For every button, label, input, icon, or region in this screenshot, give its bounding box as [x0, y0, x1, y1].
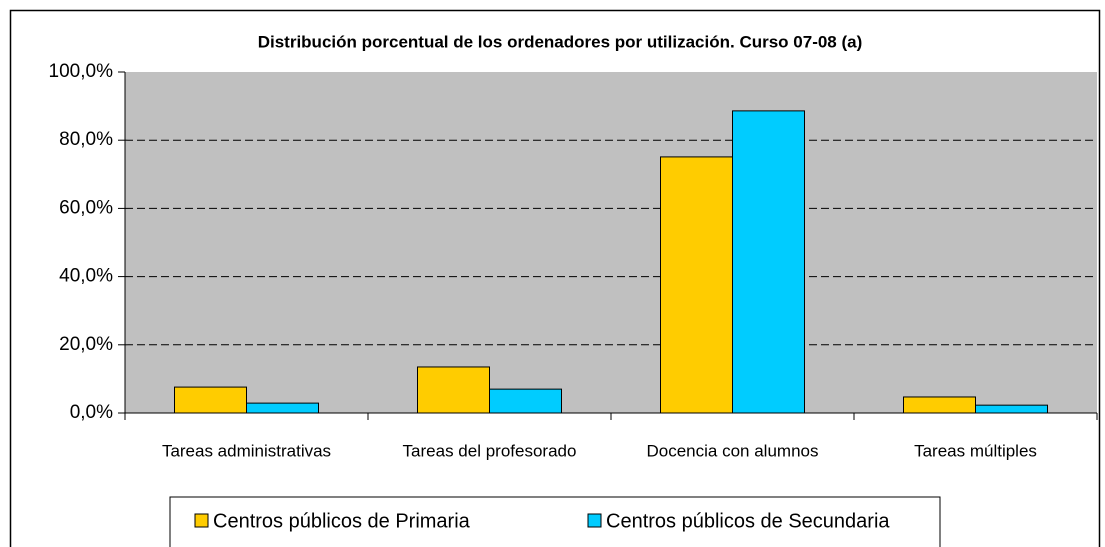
bar	[246, 402, 319, 414]
bar	[660, 156, 733, 414]
y-tick-label: 40,0%	[59, 266, 113, 287]
bar	[174, 386, 247, 414]
legend-label: Centros públicos de Primaria	[213, 510, 471, 532]
chart-title: Distribución porcentual de los ordenador…	[258, 32, 863, 51]
bar	[903, 396, 976, 414]
y-tick-label: 60,0%	[59, 197, 113, 218]
y-tick-label: 100,0%	[49, 61, 114, 82]
y-tick-label: 80,0%	[59, 129, 113, 150]
plot-area	[125, 72, 1097, 413]
legend-box	[169, 496, 941, 547]
bar	[489, 388, 562, 414]
bar	[732, 110, 805, 414]
x-tick-label: Docencia con alumnos	[647, 441, 819, 460]
y-tick-label: 20,0%	[59, 334, 113, 355]
y-tick-label: 0,0%	[70, 402, 113, 423]
legend-swatch	[587, 513, 602, 528]
x-tick-label: Tareas administrativas	[162, 441, 331, 460]
legend-swatch	[194, 513, 209, 528]
x-tick-label: Tareas múltiples	[914, 441, 1037, 460]
x-tick-label: Tareas del profesorado	[403, 441, 577, 460]
bar	[417, 366, 490, 414]
legend-label: Centros públicos de Secundaria	[606, 510, 890, 532]
bar	[975, 404, 1048, 414]
